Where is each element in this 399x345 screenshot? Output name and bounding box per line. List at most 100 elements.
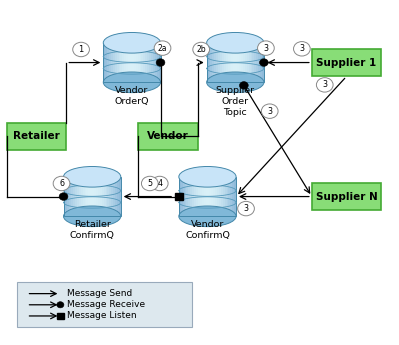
Polygon shape (229, 177, 230, 216)
Polygon shape (90, 177, 92, 216)
Polygon shape (151, 43, 153, 82)
Polygon shape (207, 177, 209, 216)
Polygon shape (224, 43, 226, 82)
Polygon shape (231, 43, 233, 82)
Text: 2a: 2a (158, 43, 167, 53)
FancyBboxPatch shape (312, 183, 381, 210)
Polygon shape (132, 43, 134, 82)
Polygon shape (102, 177, 104, 216)
Polygon shape (211, 177, 213, 216)
Polygon shape (155, 43, 157, 82)
Text: Message Send: Message Send (67, 289, 133, 298)
Polygon shape (111, 177, 113, 216)
Polygon shape (216, 43, 218, 82)
Polygon shape (202, 177, 203, 216)
Polygon shape (200, 177, 202, 216)
Polygon shape (230, 177, 232, 216)
Polygon shape (153, 43, 155, 82)
Polygon shape (229, 43, 231, 82)
Polygon shape (220, 43, 222, 82)
Polygon shape (209, 177, 211, 216)
Polygon shape (186, 177, 188, 216)
Polygon shape (226, 43, 228, 82)
Text: Vendor
ConfirmQ: Vendor ConfirmQ (185, 220, 230, 240)
Circle shape (59, 193, 68, 200)
Circle shape (238, 201, 255, 216)
Polygon shape (63, 177, 65, 216)
Polygon shape (88, 177, 90, 216)
Polygon shape (181, 177, 183, 216)
Circle shape (57, 302, 64, 308)
Text: Supplier 1: Supplier 1 (316, 58, 377, 68)
Text: 2b: 2b (196, 45, 206, 54)
Polygon shape (243, 43, 245, 82)
Polygon shape (227, 177, 229, 216)
Polygon shape (205, 177, 207, 216)
Ellipse shape (103, 32, 160, 53)
Polygon shape (120, 43, 122, 82)
Polygon shape (75, 177, 77, 216)
Polygon shape (190, 177, 192, 216)
Polygon shape (81, 177, 83, 216)
Polygon shape (147, 43, 149, 82)
Polygon shape (253, 43, 255, 82)
Polygon shape (117, 177, 119, 216)
Circle shape (73, 42, 89, 57)
Polygon shape (245, 43, 247, 82)
Polygon shape (94, 177, 96, 216)
Polygon shape (249, 43, 251, 82)
Polygon shape (77, 177, 79, 216)
Polygon shape (258, 43, 260, 82)
Polygon shape (159, 43, 160, 82)
Polygon shape (117, 43, 119, 82)
Polygon shape (157, 43, 159, 82)
Polygon shape (142, 43, 143, 82)
Polygon shape (134, 43, 136, 82)
Polygon shape (79, 177, 81, 216)
Polygon shape (138, 43, 140, 82)
Polygon shape (103, 43, 105, 82)
Polygon shape (69, 177, 71, 216)
Polygon shape (145, 43, 147, 82)
Circle shape (156, 59, 165, 66)
Polygon shape (203, 177, 205, 216)
Ellipse shape (207, 32, 264, 53)
Polygon shape (219, 177, 221, 216)
Circle shape (239, 82, 248, 89)
Circle shape (259, 59, 268, 66)
Circle shape (257, 41, 274, 55)
Polygon shape (73, 177, 75, 216)
Polygon shape (179, 177, 181, 216)
FancyBboxPatch shape (17, 283, 192, 327)
Polygon shape (255, 43, 256, 82)
Polygon shape (115, 43, 117, 82)
Polygon shape (207, 43, 209, 82)
Ellipse shape (179, 167, 236, 187)
Polygon shape (126, 43, 128, 82)
Text: 1: 1 (79, 45, 84, 54)
Polygon shape (122, 43, 124, 82)
Polygon shape (87, 177, 88, 216)
Text: 4: 4 (157, 179, 162, 188)
Polygon shape (149, 43, 151, 82)
Polygon shape (96, 177, 98, 216)
Polygon shape (119, 177, 121, 216)
Polygon shape (232, 177, 234, 216)
Polygon shape (119, 43, 120, 82)
Polygon shape (98, 177, 100, 216)
Polygon shape (228, 43, 229, 82)
FancyBboxPatch shape (312, 49, 381, 76)
Polygon shape (217, 177, 219, 216)
Text: 6: 6 (59, 179, 64, 188)
Polygon shape (215, 177, 217, 216)
Polygon shape (247, 43, 249, 82)
Text: Vendor
OrderQ: Vendor OrderQ (115, 86, 149, 106)
Polygon shape (128, 43, 130, 82)
Polygon shape (188, 177, 190, 216)
Circle shape (316, 78, 333, 92)
Text: Vendor: Vendor (147, 131, 189, 141)
Polygon shape (237, 43, 239, 82)
Polygon shape (124, 43, 126, 82)
Polygon shape (211, 43, 212, 82)
Circle shape (154, 41, 171, 55)
